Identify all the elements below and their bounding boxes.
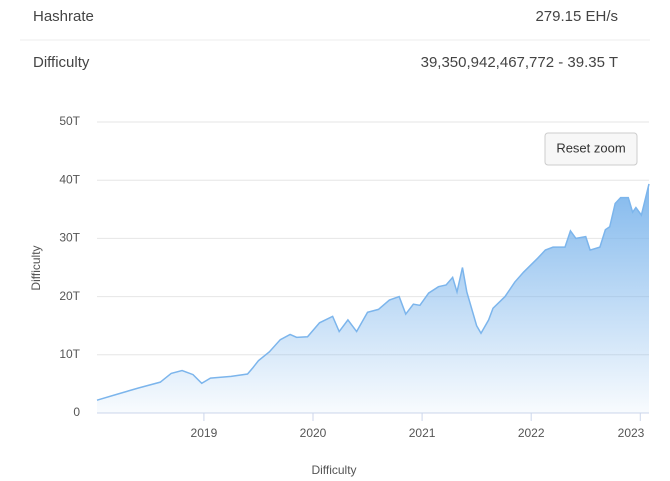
- x-axis-title: Difficulty: [311, 463, 356, 477]
- x-tick-label: 2022: [518, 426, 545, 440]
- y-tick-label: 0: [73, 405, 80, 419]
- y-tick-label: 20T: [59, 289, 80, 303]
- button-label[interactable]: Reset zoom: [556, 140, 625, 155]
- x-tick-label: 2023: [618, 426, 645, 440]
- y-tick-label: 10T: [59, 347, 80, 361]
- stat-value: 39,350,942,467,772 - 39.35 T: [421, 54, 618, 71]
- x-tick-label: 2020: [300, 426, 327, 440]
- y-tick-label: 40T: [59, 172, 80, 186]
- area: [97, 183, 649, 413]
- line: [96, 183, 650, 401]
- x-tick-label: 2021: [409, 426, 436, 440]
- plot: 0 10T 20T 30T 40T 50T 2019 2020 2021 2022 2023: [59, 114, 650, 440]
- y-axis-title: Difficulty: [29, 245, 43, 290]
- stat-value: 279.15 EH/s: [535, 8, 618, 25]
- y-tick-label: 30T: [59, 231, 80, 245]
- reset-zoom-button[interactable]: Reset zoom: [544, 132, 638, 166]
- button-box[interactable]: [544, 132, 638, 166]
- x-tick-label: 2019: [191, 426, 218, 440]
- y-tick-label: 50T: [59, 114, 80, 128]
- stat-label: Difficulty: [33, 54, 90, 71]
- stat-label: Hashrate: [33, 8, 94, 25]
